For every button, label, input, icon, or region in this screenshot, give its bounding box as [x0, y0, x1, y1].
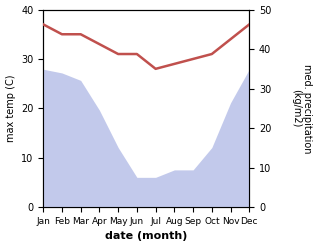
- Y-axis label: med. precipitation
(kg/m2): med. precipitation (kg/m2): [291, 64, 313, 153]
- Y-axis label: max temp (C): max temp (C): [5, 75, 16, 142]
- X-axis label: date (month): date (month): [105, 231, 187, 242]
